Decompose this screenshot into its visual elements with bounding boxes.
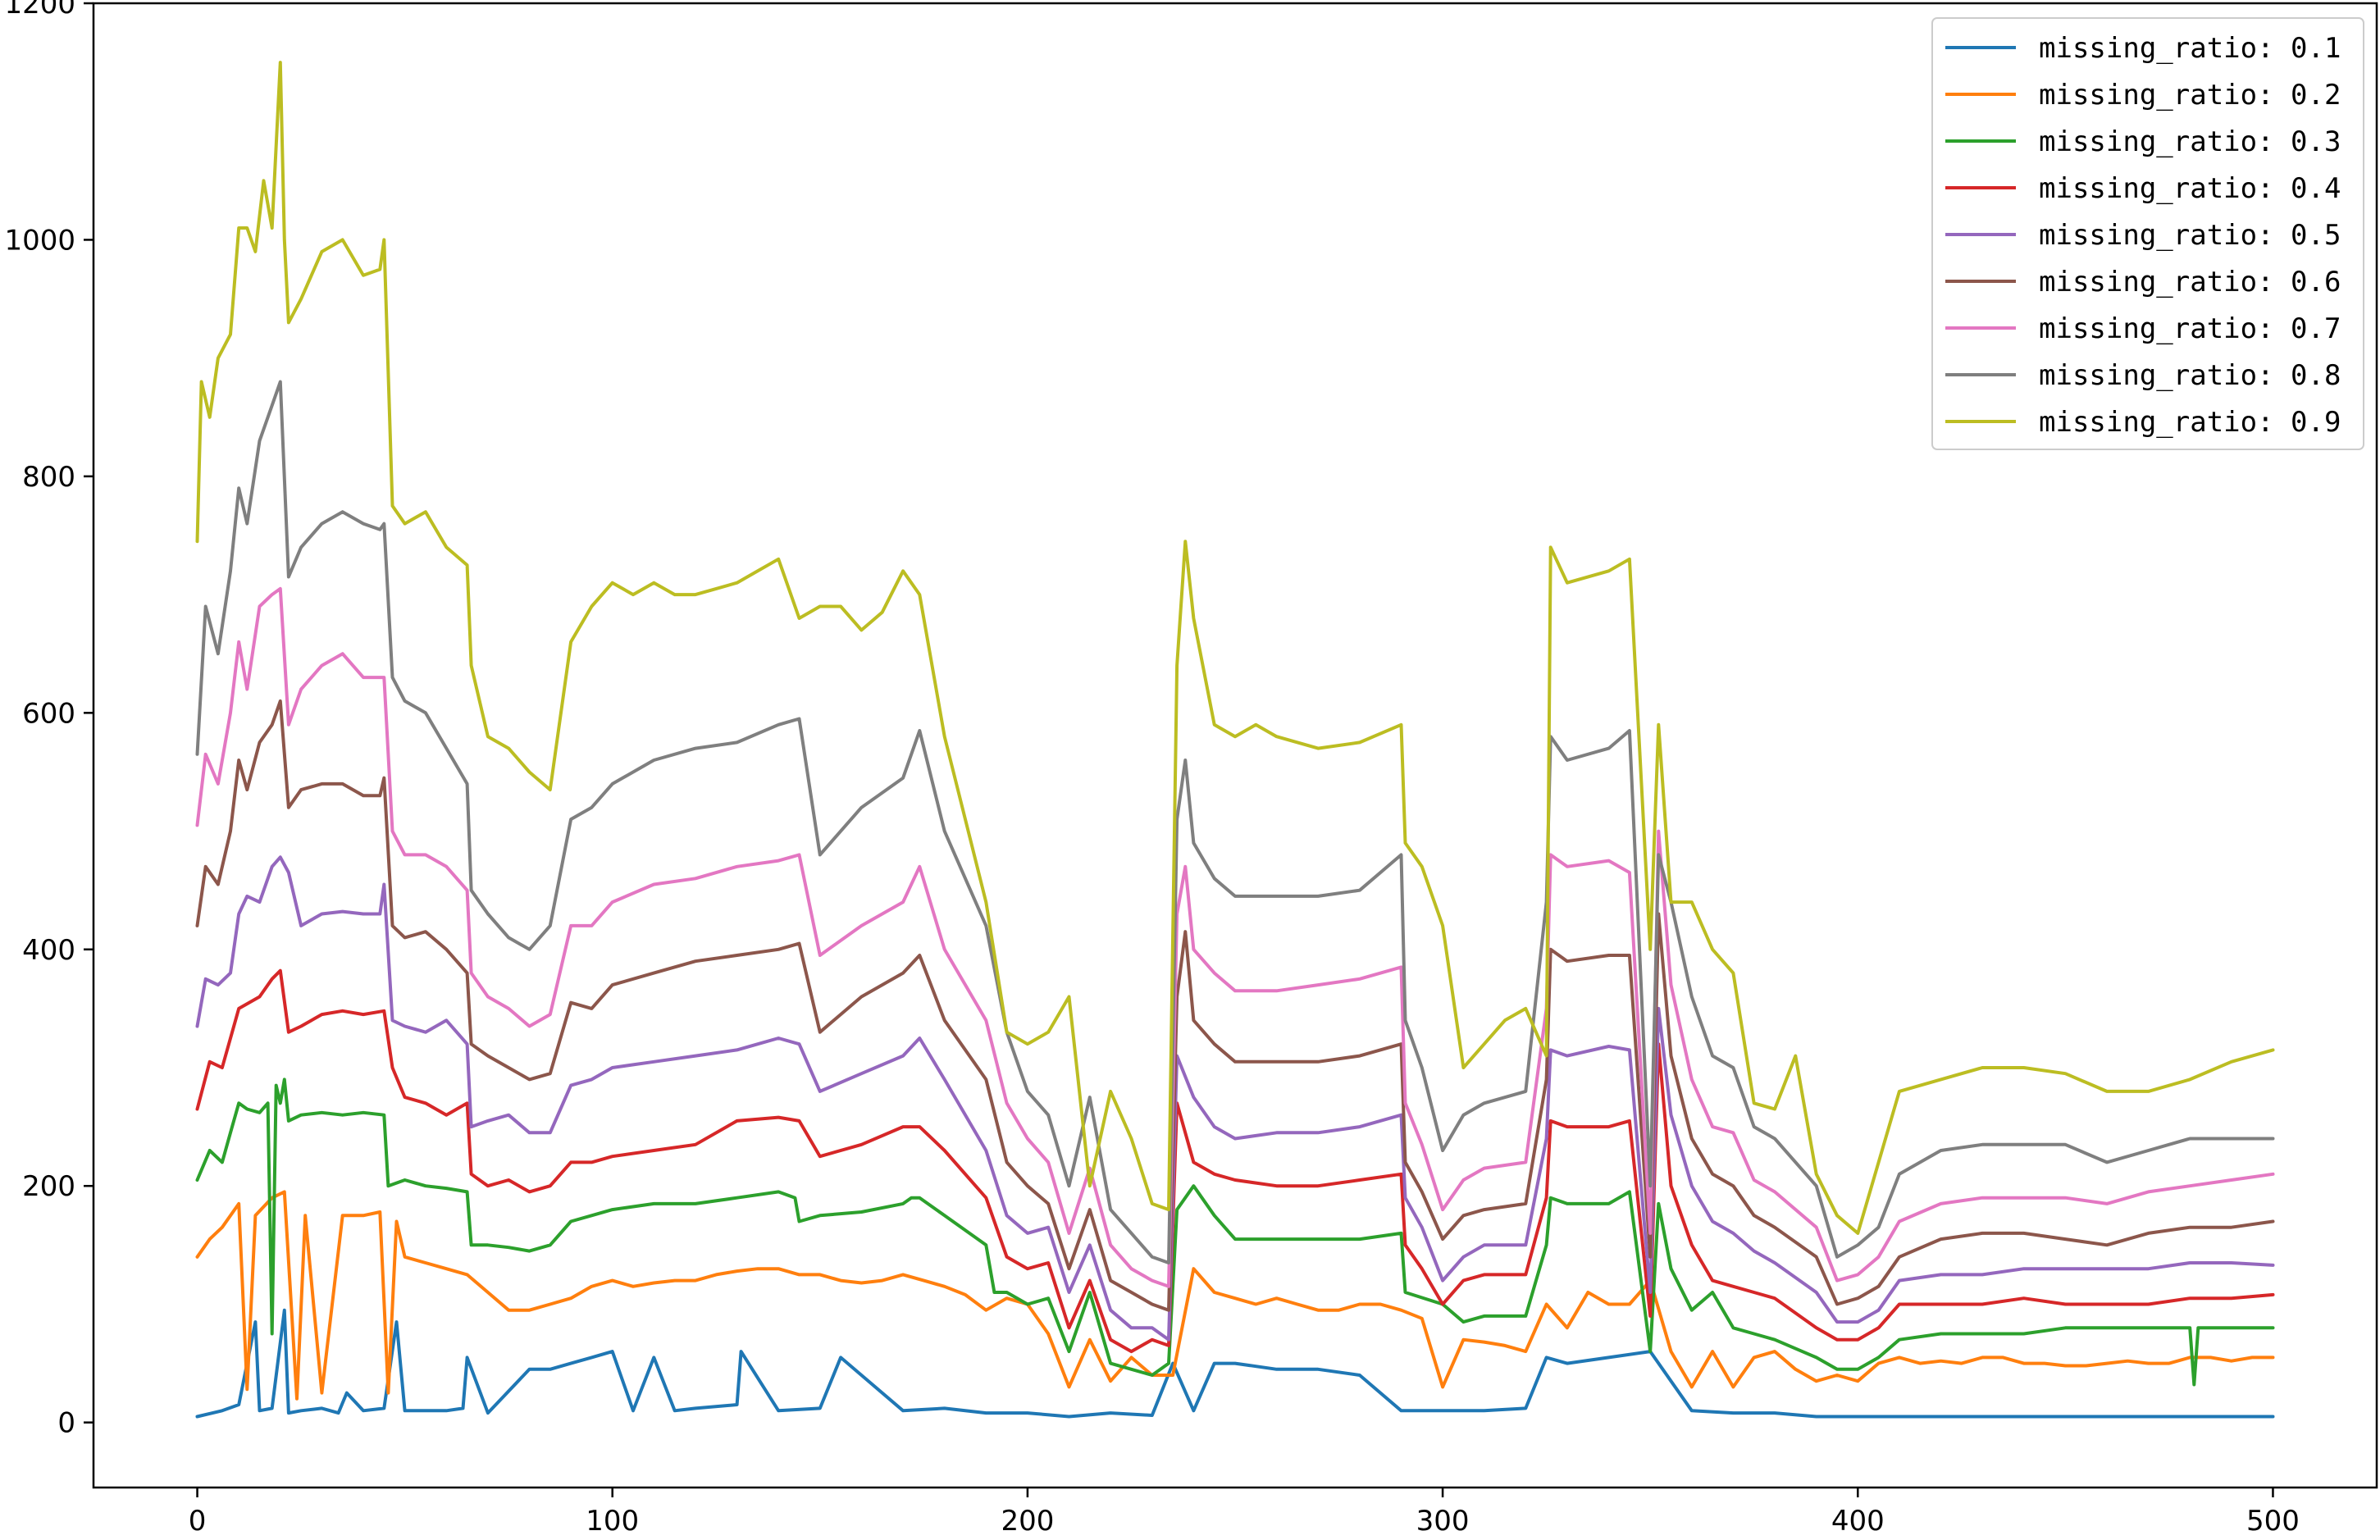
x-tick-label: 0 (189, 1505, 207, 1538)
x-tick-label: 200 (1001, 1505, 1054, 1538)
legend-label: missing_ratio: 0.8 (2039, 359, 2341, 392)
y-tick-label: 1200 (4, 0, 75, 21)
legend-label: missing_ratio: 0.1 (2039, 32, 2341, 65)
series-line-1 (195, 1308, 2275, 1419)
legend-label: missing_ratio: 0.6 (2039, 266, 2341, 298)
series-line-6 (195, 699, 2275, 1312)
series-line-7 (195, 586, 2275, 1288)
x-tick-label: 300 (1416, 1505, 1470, 1538)
series-line-2 (195, 1190, 2275, 1401)
x-tick-label: 100 (586, 1505, 639, 1538)
legend-label: missing_ratio: 0.4 (2039, 172, 2341, 205)
legend-label: missing_ratio: 0.2 (2039, 79, 2341, 112)
legend-label: missing_ratio: 0.3 (2039, 125, 2341, 158)
y-tick-label: 400 (22, 934, 75, 967)
legend-box (1931, 17, 2364, 450)
series-line-9 (195, 61, 2275, 1235)
series-line-8 (195, 380, 2275, 1264)
legend-label: missing_ratio: 0.7 (2039, 312, 2341, 345)
y-axis: 0 200 400 600 800 1000 1200 (4, 0, 93, 1440)
y-tick-label: 200 (22, 1170, 75, 1203)
y-tick-label: 800 (22, 461, 75, 494)
x-tick-label: 500 (2246, 1505, 2300, 1538)
y-tick-label: 1000 (4, 224, 75, 257)
series-line-4 (195, 968, 2275, 1354)
legend: missing_ratio: 0.1 missing_ratio: 0.2 miss… (1931, 17, 2364, 450)
x-axis: 0 100 200 300 400 500 (189, 1488, 2300, 1538)
legend-label: missing_ratio: 0.5 (2039, 219, 2341, 252)
plot-frame (92, 2, 2378, 1489)
x-tick-label: 400 (1831, 1505, 1885, 1538)
y-tick-label: 600 (22, 697, 75, 730)
legend-label: missing_ratio: 0.9 (2039, 406, 2341, 439)
series-layer (195, 61, 2275, 1419)
series-line-5 (195, 855, 2275, 1342)
y-tick-label: 0 (57, 1407, 75, 1440)
series-line-3 (195, 1078, 2275, 1387)
